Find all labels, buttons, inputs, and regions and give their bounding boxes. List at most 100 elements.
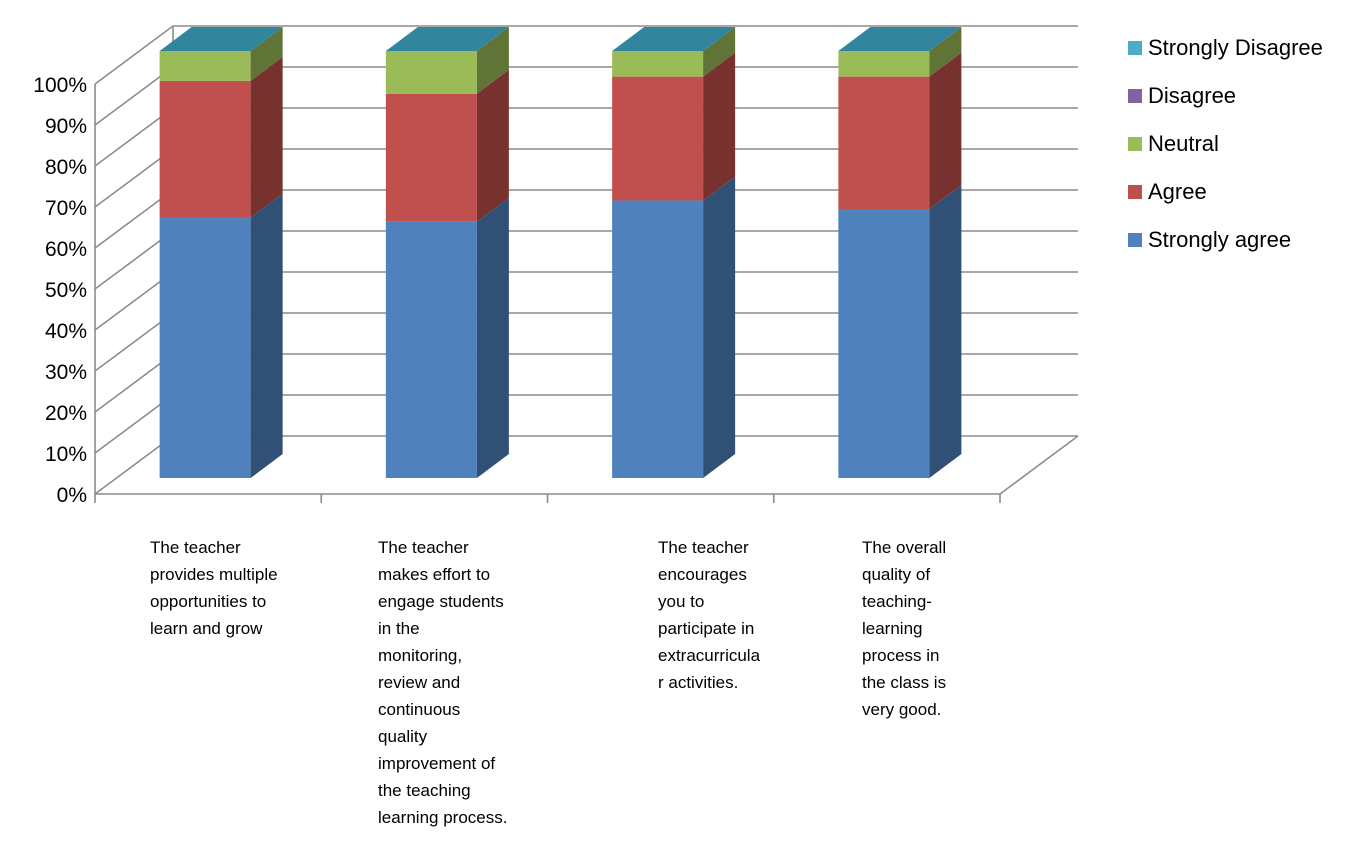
legend-label: Strongly agree	[1148, 227, 1292, 252]
bar-front-face	[159, 217, 251, 478]
legend-item: Strongly Disagree	[1128, 24, 1323, 72]
legend-swatch	[1128, 185, 1142, 199]
y-tick-label: 30%	[45, 361, 87, 384]
bar-side-face	[703, 52, 736, 201]
bar-segment-agree	[612, 52, 736, 201]
y-tick-label: 0%	[57, 484, 87, 507]
legend-item: Disagree	[1128, 72, 1323, 120]
bar-segment-agree	[385, 69, 509, 222]
bars	[159, 27, 962, 479]
category-label-line: learning	[862, 619, 923, 638]
bar-segment-neutral	[838, 27, 962, 77]
category-label-line: process in	[862, 646, 940, 665]
bar-segment-neutral	[612, 27, 736, 77]
category-label-line: The teacher	[658, 538, 749, 557]
category-label-line: The teacher	[150, 538, 241, 557]
bar-front-face	[612, 51, 704, 77]
legend-item: Neutral	[1128, 120, 1323, 168]
category-label-line: continuous	[378, 700, 461, 719]
y-tick-label: 60%	[45, 238, 87, 261]
bar-front-face	[838, 51, 930, 77]
bar-front-face	[612, 200, 704, 478]
bar-segment-neutral	[385, 27, 509, 94]
category-label-line: the teaching	[378, 781, 471, 800]
bar-front-face	[612, 76, 704, 201]
y-tick-label: 50%	[45, 279, 87, 302]
bar-front-face	[385, 221, 477, 479]
legend-swatch	[1128, 137, 1142, 151]
bar-side-face	[703, 176, 736, 478]
bar-segment-strongly-agree	[385, 197, 509, 479]
bar-side-face	[476, 197, 509, 479]
bar-side-face	[929, 52, 962, 209]
category-label-line: opportunities to	[150, 592, 267, 611]
y-tick-label: 10%	[45, 443, 87, 466]
y-tick-label: 70%	[45, 197, 87, 220]
y-tick-label: 80%	[45, 156, 87, 179]
bar-front-face	[838, 76, 930, 209]
bar-segment-strongly-agree	[159, 193, 283, 478]
bar-top-cap	[385, 27, 509, 51]
bar-front-face	[159, 80, 251, 218]
bar-top-cap	[612, 27, 736, 51]
bar-segment-agree	[838, 52, 962, 209]
category-label-line: makes effort to	[378, 565, 491, 584]
bar-front-face	[385, 93, 477, 222]
legend-label: Agree	[1148, 179, 1207, 204]
bar-top-cap	[159, 27, 283, 51]
category-label-line: participate in	[658, 619, 755, 638]
category-label-line: very good.	[862, 700, 942, 719]
category-label-line: learning process.	[378, 808, 508, 827]
category-label-line: monitoring,	[378, 646, 463, 665]
y-tick-labels: 0% 10% 20% 30% 40% 50% 60% 70% 80% 90% 100%	[33, 74, 87, 507]
bar-side-face	[250, 56, 283, 218]
legend-label: Strongly Disagree	[1148, 35, 1323, 60]
category-label-line: learn and grow	[150, 619, 263, 638]
category-label-line: The teacher	[378, 538, 469, 557]
bar-top-cap	[838, 27, 962, 51]
bar-side-face	[476, 27, 509, 94]
legend: Strongly Disagree Disagree Neutral Agree Str…	[1128, 24, 1323, 264]
legend-item: Strongly agree	[1128, 216, 1323, 264]
floor-right-edge	[999, 435, 1079, 495]
bar-side-face	[476, 69, 509, 222]
bar-side-face	[929, 184, 962, 479]
y-tick-label: 100%	[33, 74, 87, 97]
category-label-line: teaching-	[862, 592, 932, 611]
legend-swatch	[1128, 89, 1142, 103]
bar-side-face	[703, 27, 736, 77]
bar-segment-neutral	[159, 27, 283, 81]
category-label-line: the class is	[862, 673, 947, 692]
legend-label: Neutral	[1148, 131, 1219, 156]
bar-front-face	[385, 51, 477, 94]
bar-segment-agree	[159, 56, 283, 218]
category-label-line: you to	[658, 592, 705, 611]
category-label-line: encourages	[658, 565, 747, 584]
bar-side-face	[250, 27, 283, 81]
category-label-line: quality	[378, 727, 428, 746]
bar-front-face	[159, 51, 251, 81]
legend-item: Agree	[1128, 168, 1323, 216]
bar-segment-strongly-agree	[838, 184, 962, 479]
category-label-line: engage students	[378, 592, 504, 611]
category-label-line: improvement of	[378, 754, 496, 773]
category-label-line: provides multiple	[150, 565, 278, 584]
bar-side-face	[929, 27, 962, 77]
category-label-line: r activities.	[658, 673, 739, 692]
category-label-line: in the	[378, 619, 420, 638]
bar-front-face	[838, 208, 930, 479]
category-label-line: The overall	[862, 538, 947, 557]
category-label: The teacher provides multiple opportunitie…	[150, 534, 278, 642]
bar-side-face	[250, 193, 283, 478]
y-tick-label: 40%	[45, 320, 87, 343]
legend-label: Disagree	[1148, 83, 1237, 108]
category-label: The teacher encourages you to participate i…	[658, 534, 760, 696]
bar-segment-strongly-agree	[612, 176, 736, 478]
category-label-line: extracurricula	[658, 646, 761, 665]
category-label-line: quality of	[862, 565, 931, 584]
legend-swatch	[1128, 41, 1142, 55]
category-label-line: review and	[378, 673, 461, 692]
y-tick-label: 90%	[45, 115, 87, 138]
category-label: The teacher makes effort to engage student…	[378, 534, 507, 831]
